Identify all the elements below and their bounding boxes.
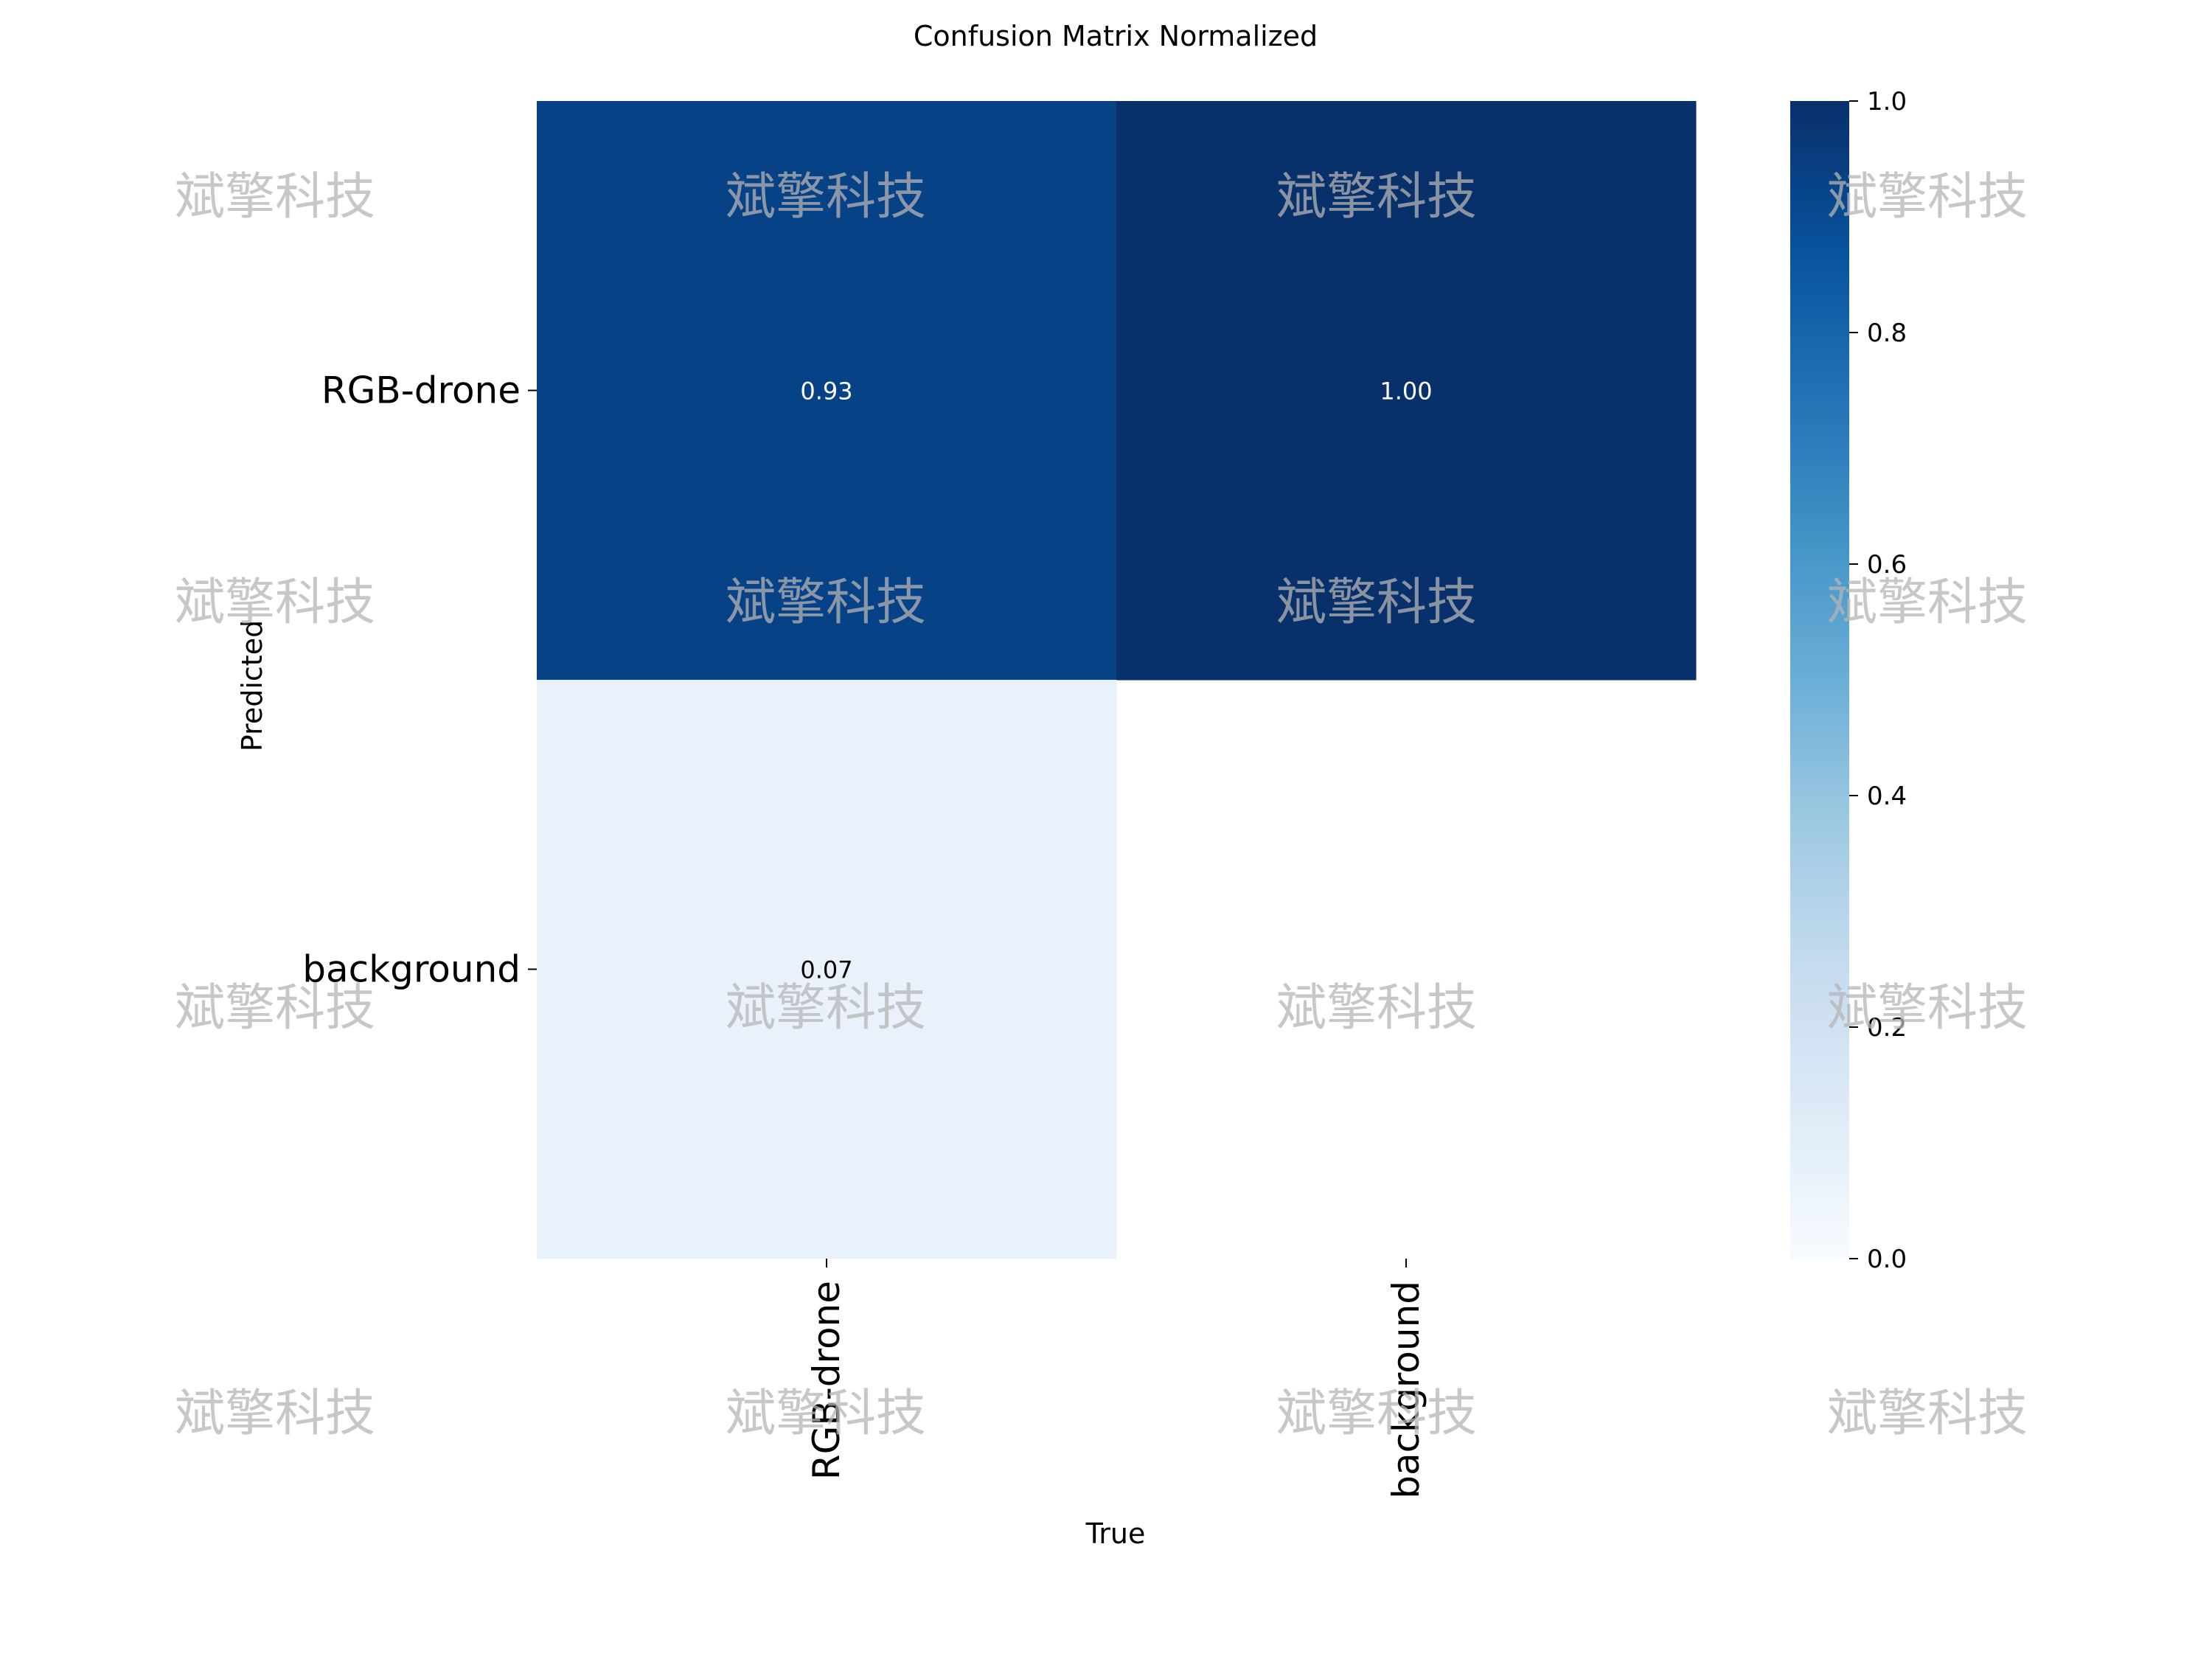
cell-value-label: 1.00 bbox=[1380, 378, 1432, 406]
watermark-stamp: 斌擎科技 bbox=[1827, 1385, 2028, 1443]
watermark-stamp: 斌擎科技 bbox=[1276, 979, 1477, 1037]
colorbar-tick-label: 1.0 bbox=[1867, 87, 1907, 116]
y-tick-label: RGB-drone bbox=[321, 369, 521, 412]
heatmap-cells bbox=[537, 101, 1697, 1259]
x-axis-ticks: RGB-drone background bbox=[805, 1259, 1427, 1499]
cell-value-label: 0.07 bbox=[800, 956, 852, 984]
x-axis-label: True bbox=[1085, 1517, 1146, 1550]
colorbar-tick-label: 0.0 bbox=[1867, 1245, 1907, 1274]
watermark-stamp: 斌擎科技 bbox=[175, 979, 375, 1037]
y-tick-label: background bbox=[302, 948, 521, 991]
watermark-stamp: 斌擎科技 bbox=[726, 168, 926, 226]
heatmap-cell bbox=[1116, 101, 1697, 681]
colorbar-tick-label: 0.4 bbox=[1867, 782, 1907, 811]
colorbar-tick-label: 0.2 bbox=[1867, 1013, 1907, 1043]
watermark-stamp: 斌擎科技 bbox=[175, 168, 375, 226]
watermark-stamp: 斌擎科技 bbox=[1827, 574, 2028, 632]
colorbar-ticks: 0.0 0.2 0.4 0.6 0.8 1.0 bbox=[1849, 87, 1907, 1274]
watermark-stamp: 斌擎科技 bbox=[1276, 574, 1477, 632]
y-axis-ticks: RGB-drone background bbox=[302, 369, 537, 991]
x-tick-label: RGB-drone bbox=[805, 1281, 848, 1480]
cell-value-label: 0.93 bbox=[800, 378, 852, 406]
watermark-stamp: 斌擎科技 bbox=[175, 574, 375, 632]
watermark-stamp: 斌擎科技 bbox=[726, 574, 926, 632]
heatmap-cell bbox=[537, 680, 1117, 1259]
watermark-stamp: 斌擎科技 bbox=[726, 1385, 926, 1443]
colorbar-tick-label: 0.6 bbox=[1867, 550, 1907, 580]
heatmap-cell-labels: 0.93 1.00 0.07 bbox=[800, 378, 1432, 984]
chart-title: Confusion Matrix Normalized bbox=[914, 20, 1318, 52]
watermark-stamp: 斌擎科技 bbox=[175, 1385, 375, 1443]
watermark-stamp: 斌擎科技 bbox=[1827, 979, 2028, 1037]
heatmap-cell bbox=[537, 101, 1117, 681]
watermark-stamp: 斌擎科技 bbox=[726, 979, 926, 1037]
colorbar-tick-label: 0.8 bbox=[1867, 319, 1907, 348]
watermark-stamp: 斌擎科技 bbox=[1276, 1385, 1477, 1443]
y-axis-label: Predicted bbox=[236, 620, 268, 751]
watermark-stamp: 斌擎科技 bbox=[1827, 168, 2028, 226]
watermark-stamp: 斌擎科技 bbox=[1276, 168, 1477, 226]
colorbar bbox=[1790, 101, 1849, 1259]
x-tick-label: background bbox=[1385, 1281, 1427, 1499]
